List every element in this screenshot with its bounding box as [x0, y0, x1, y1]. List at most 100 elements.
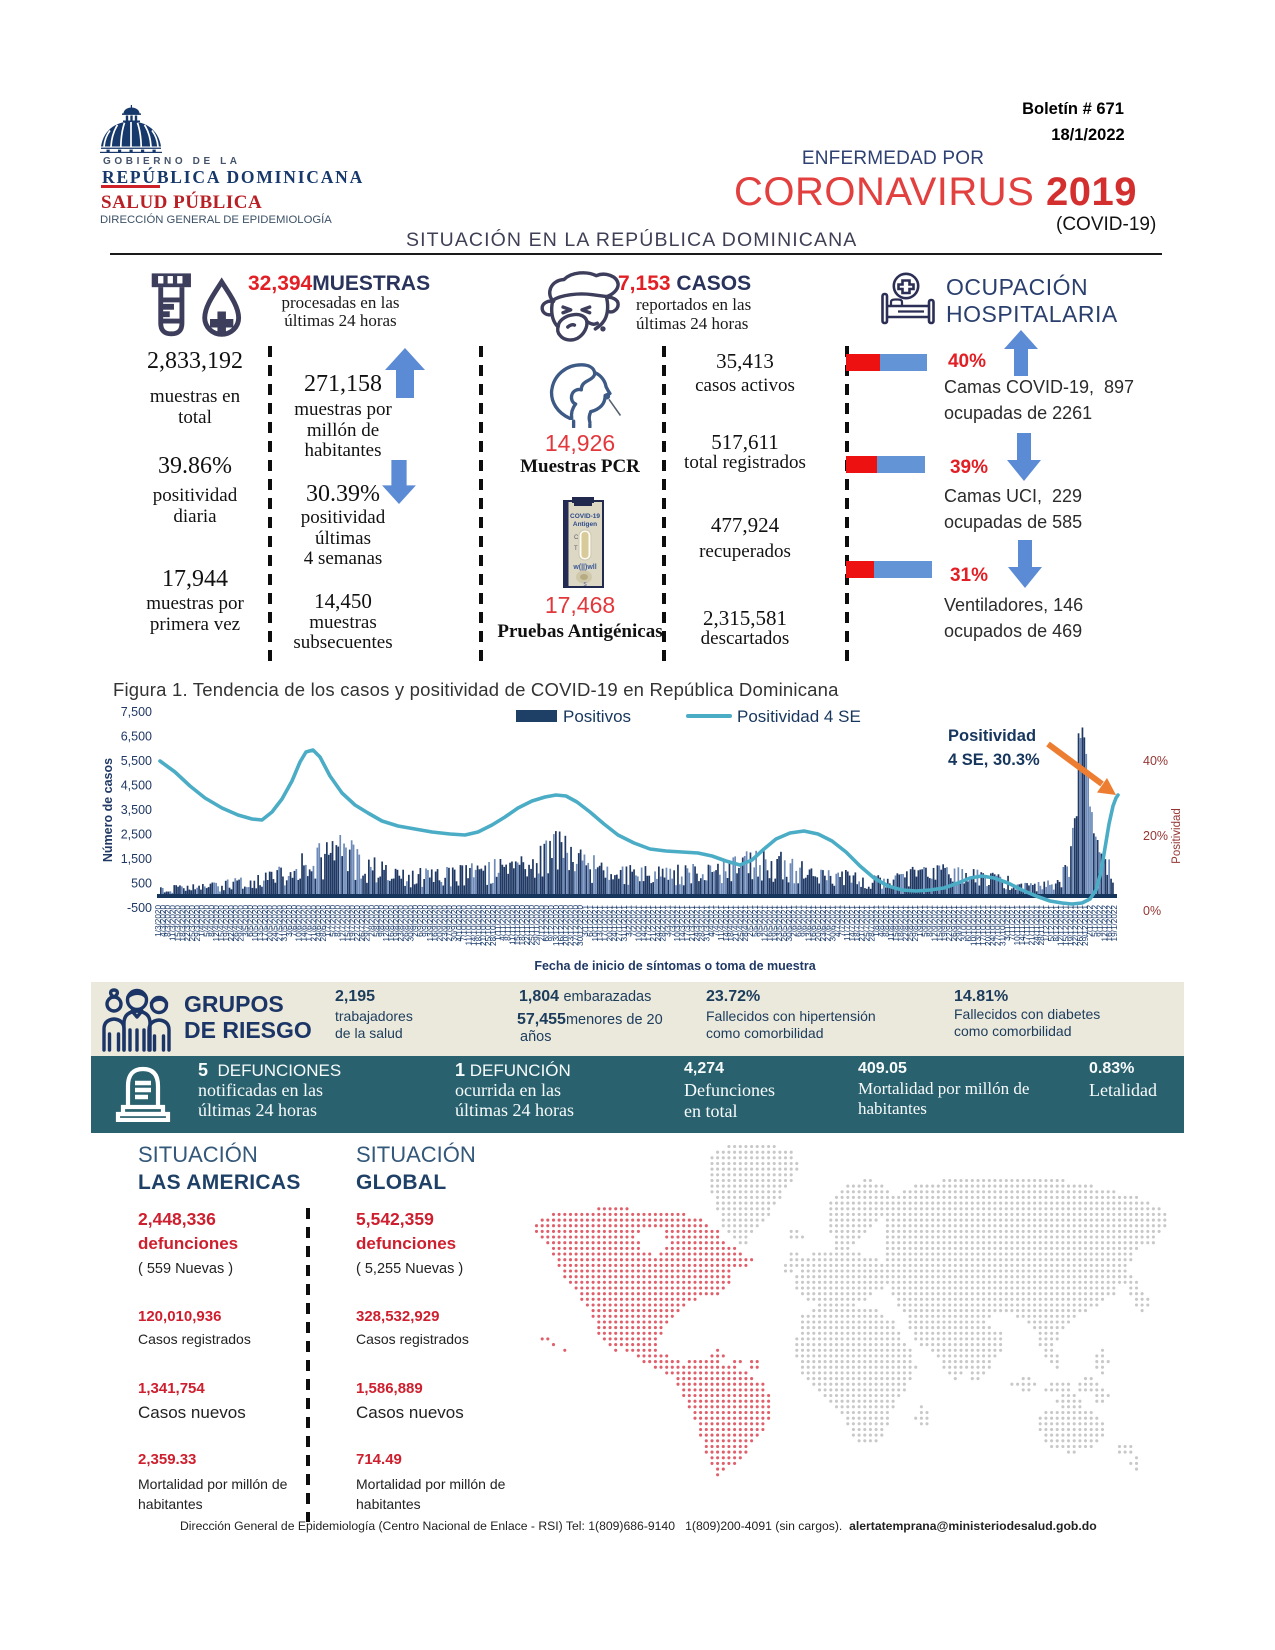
- svg-text:30/6/2021: 30/6/2021: [829, 905, 838, 942]
- svg-text:10/5/2020: 10/5/2020: [251, 905, 260, 942]
- svg-text:28/7/2021: 28/7/2021: [867, 905, 876, 942]
- svg-text:12/8/2020: 12/8/2020: [382, 905, 391, 942]
- svg-text:7/7/2021: 7/7/2021: [838, 905, 847, 937]
- svg-text:18/8/2021: 18/8/2021: [897, 905, 906, 942]
- svg-text:18/3/2020: 18/3/2020: [178, 905, 187, 942]
- svg-text:5/8/2020: 5/8/2020: [372, 905, 381, 937]
- svg-text:4/8/2021: 4/8/2021: [877, 905, 886, 937]
- svg-text:17/5/2020: 17/5/2020: [261, 905, 270, 942]
- svg-text:9/9/2020: 9/9/2020: [421, 905, 430, 937]
- svg-text:25/7/2021: 25/7/2021: [863, 905, 872, 942]
- svg-text:26/9/2021: 26/9/2021: [950, 905, 959, 942]
- svg-text:w(||)wll: w(||)wll: [572, 564, 596, 571]
- svg-text:21/3/2021: 21/3/2021: [688, 905, 697, 942]
- svg-text:15/11/2020: 15/11/2020: [513, 905, 522, 946]
- svg-text:21/4/2021: 21/4/2021: [732, 905, 741, 942]
- svg-text:23/6/2021: 23/6/2021: [819, 905, 828, 942]
- svg-text:11/10/2020: 11/10/2020: [465, 905, 474, 946]
- svg-text:25/8/2021: 25/8/2021: [906, 905, 915, 942]
- svg-text:7/6/2020: 7/6/2020: [290, 905, 299, 937]
- svg-text:10/1/2021: 10/1/2021: [591, 905, 600, 942]
- svg-text:3/5/2020: 3/5/2020: [241, 905, 250, 937]
- svg-text:2,500: 2,500: [121, 828, 152, 842]
- svg-text:24/10/2021: 24/10/2021: [989, 905, 998, 946]
- svg-text:8/7/2020: 8/7/2020: [334, 905, 343, 937]
- svg-text:3/10/2021: 3/10/2021: [960, 905, 969, 942]
- svg-text:18/7/2021: 18/7/2021: [853, 905, 862, 942]
- svg-text:12/5/2021: 12/5/2021: [761, 905, 770, 942]
- svg-text:21/10/2020: 21/10/2020: [479, 905, 488, 946]
- svg-text:1/9/2021: 1/9/2021: [916, 905, 925, 937]
- svg-text:6/5/2020: 6/5/2020: [246, 905, 255, 937]
- svg-text:1/7/2020: 1/7/2020: [324, 905, 333, 937]
- svg-text:17/1/2021: 17/1/2021: [601, 905, 610, 942]
- svg-text:29/7/2020: 29/7/2020: [363, 905, 372, 942]
- svg-text:17/3/2021: 17/3/2021: [683, 905, 692, 942]
- svg-text:17/2/2021: 17/2/2021: [644, 905, 653, 942]
- svg-text:5/4/2020: 5/4/2020: [203, 905, 212, 937]
- svg-text:18/4/2021: 18/4/2021: [727, 905, 736, 942]
- svg-text:28/10/2020: 28/10/2020: [489, 905, 498, 946]
- svg-text:6/12/2020: 6/12/2020: [542, 905, 551, 942]
- svg-text:5/12/2021: 5/12/2021: [1047, 905, 1056, 942]
- svg-text:Positivos: Positivos: [563, 707, 631, 726]
- svg-text:17/6/2020: 17/6/2020: [304, 905, 313, 942]
- svg-text:29/4/2020: 29/4/2020: [237, 905, 246, 942]
- svg-text:15/12/2021: 15/12/2021: [1062, 905, 1071, 946]
- svg-text:7/2/2021: 7/2/2021: [630, 905, 639, 937]
- svg-text:17/11/2021: 17/11/2021: [1023, 905, 1032, 946]
- svg-text:12/7/2020: 12/7/2020: [338, 905, 347, 942]
- svg-text:20/9/2020: 20/9/2020: [436, 905, 445, 942]
- svg-text:9/5/2021: 9/5/2021: [756, 905, 765, 937]
- svg-text:16/12/2020: 16/12/2020: [557, 905, 566, 946]
- svg-text:1,500: 1,500: [121, 852, 152, 866]
- svg-text:30/8/2020: 30/8/2020: [406, 905, 415, 942]
- svg-text:11/8/2021: 11/8/2021: [887, 905, 896, 941]
- svg-text:15/3/2020: 15/3/2020: [173, 905, 182, 942]
- svg-text:19/7/2020: 19/7/2020: [348, 905, 357, 942]
- svg-text:28/4/2021: 28/4/2021: [741, 905, 750, 942]
- svg-text:5/7/2020: 5/7/2020: [329, 905, 338, 937]
- svg-text:28/3/2021: 28/3/2021: [698, 905, 707, 942]
- svg-text:25/3/2020: 25/3/2020: [188, 905, 197, 942]
- svg-text:20/5/2020: 20/5/2020: [266, 905, 275, 942]
- svg-text:23/5/2021: 23/5/2021: [775, 905, 784, 942]
- svg-text:2/12/2020: 2/12/2020: [537, 905, 546, 942]
- svg-text:11/4/2021: 11/4/2021: [717, 905, 726, 941]
- svg-text:15/8/2021: 15/8/2021: [892, 905, 901, 942]
- svg-text:14/11/2021: 14/11/2021: [1018, 905, 1027, 946]
- svg-text:26/12/2021: 26/12/2021: [1076, 905, 1085, 946]
- svg-text:3/1/2021: 3/1/2021: [581, 905, 590, 937]
- svg-text:21/6/2020: 21/6/2020: [309, 905, 318, 942]
- svg-text:22/3/2020: 22/3/2020: [183, 905, 192, 942]
- svg-text:18/11/2020: 18/11/2020: [518, 905, 527, 946]
- svg-text:12/1/2022: 12/1/2022: [1100, 905, 1109, 942]
- svg-text:7/10/2020: 7/10/2020: [460, 905, 469, 942]
- svg-text:19/12/2021: 19/12/2021: [1066, 905, 1075, 946]
- svg-text:S: S: [583, 582, 587, 588]
- svg-text:13/12/2020: 13/12/2020: [552, 905, 561, 946]
- svg-text:9/1/2022: 9/1/2022: [1095, 905, 1104, 937]
- svg-text:26/8/2020: 26/8/2020: [402, 905, 411, 942]
- svg-text:10/6/2020: 10/6/2020: [295, 905, 304, 942]
- svg-text:4/4/2021: 4/4/2021: [707, 905, 716, 937]
- svg-text:30/12/2020: 30/12/2020: [576, 905, 585, 946]
- svg-text:22/4/2020: 22/4/2020: [227, 905, 236, 942]
- svg-text:27/10/2021: 27/10/2021: [994, 905, 1003, 946]
- svg-text:1/12/2021: 1/12/2021: [1042, 905, 1051, 942]
- svg-text:16/9/2020: 16/9/2020: [431, 905, 440, 942]
- svg-text:21/7/2021: 21/7/2021: [858, 905, 867, 942]
- svg-text:4/3/2020: 4/3/2020: [159, 905, 168, 937]
- svg-text:20/12/2020: 20/12/2020: [562, 905, 571, 946]
- svg-text:28/6/2020: 28/6/2020: [319, 905, 328, 942]
- svg-text:20/10/2021: 20/10/2021: [984, 905, 993, 946]
- svg-text:9/6/2021: 9/6/2021: [799, 905, 808, 937]
- svg-text:22/8/2021: 22/8/2021: [901, 905, 910, 942]
- svg-text:22/7/2020: 22/7/2020: [353, 905, 362, 942]
- svg-text:6/9/2020: 6/9/2020: [416, 905, 425, 937]
- svg-text:4/7/2021: 4/7/2021: [833, 905, 842, 937]
- svg-text:8/11/2020: 8/11/2020: [503, 905, 512, 941]
- svg-text:4/11/2020: 4/11/2020: [499, 905, 508, 941]
- svg-text:Positividad: Positividad: [948, 727, 1036, 745]
- svg-text:1/4/2020: 1/4/2020: [198, 905, 207, 937]
